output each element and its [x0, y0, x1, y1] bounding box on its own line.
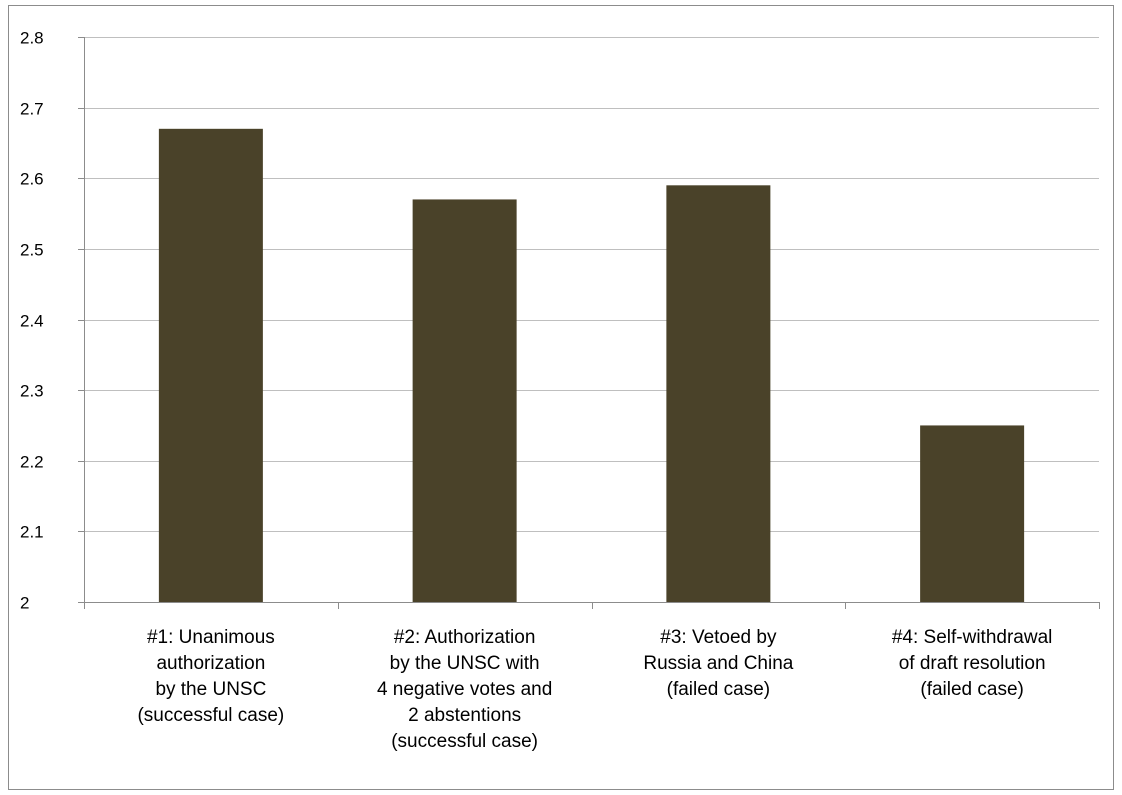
bar-4	[920, 425, 1025, 602]
x-category-label-line: (successful case)	[137, 705, 284, 726]
y-tick-label: 2.3	[20, 382, 44, 401]
y-tick-label: 2.6	[20, 170, 44, 189]
y-tick-label: 2.7	[20, 100, 44, 119]
x-category-label-line: #2: Authorization	[394, 627, 536, 648]
x-category-label-line: authorization	[156, 653, 265, 674]
y-tick-label: 2	[20, 594, 29, 613]
bar-3	[666, 185, 771, 602]
x-category-label-line: #3: Vetoed by	[660, 627, 777, 648]
x-category-label-line: (successful case)	[391, 731, 538, 752]
x-category-label-line: #1: Unanimous	[147, 627, 275, 648]
y-tick-label: 2.1	[20, 523, 44, 542]
x-category-label-line: (failed case)	[920, 679, 1024, 700]
bar-2	[412, 199, 517, 602]
y-tick-label: 2.2	[20, 453, 44, 472]
x-category-label-line: #4: Self-withdrawal	[892, 627, 1053, 648]
bars	[158, 128, 1025, 602]
x-category-label-line: by the UNSC	[155, 679, 266, 700]
bar-1	[158, 128, 263, 602]
x-category-label-line: by the UNSC with	[390, 653, 540, 674]
y-axis-tick-labels: 2 2.1 2.2 2.3 2.4 2.5 2.6 2.7 2.8	[20, 29, 44, 613]
y-tick-label: 2.5	[20, 241, 44, 260]
y-tick-label: 2.8	[20, 29, 44, 48]
x-category-label-line: Russia and China	[643, 653, 793, 674]
x-category-label-line: 2 abstentions	[408, 705, 521, 726]
x-category-label-line: 4 negative votes and	[377, 679, 552, 700]
y-tick-label: 2.4	[20, 312, 44, 331]
x-category-label-line: of draft resolution	[899, 653, 1046, 674]
x-category-label-line: (failed case)	[667, 679, 771, 700]
x-axis-category-labels: #1: Unanimous authorization by the UNSC (su…	[137, 627, 1052, 752]
axes	[78, 37, 1100, 609]
